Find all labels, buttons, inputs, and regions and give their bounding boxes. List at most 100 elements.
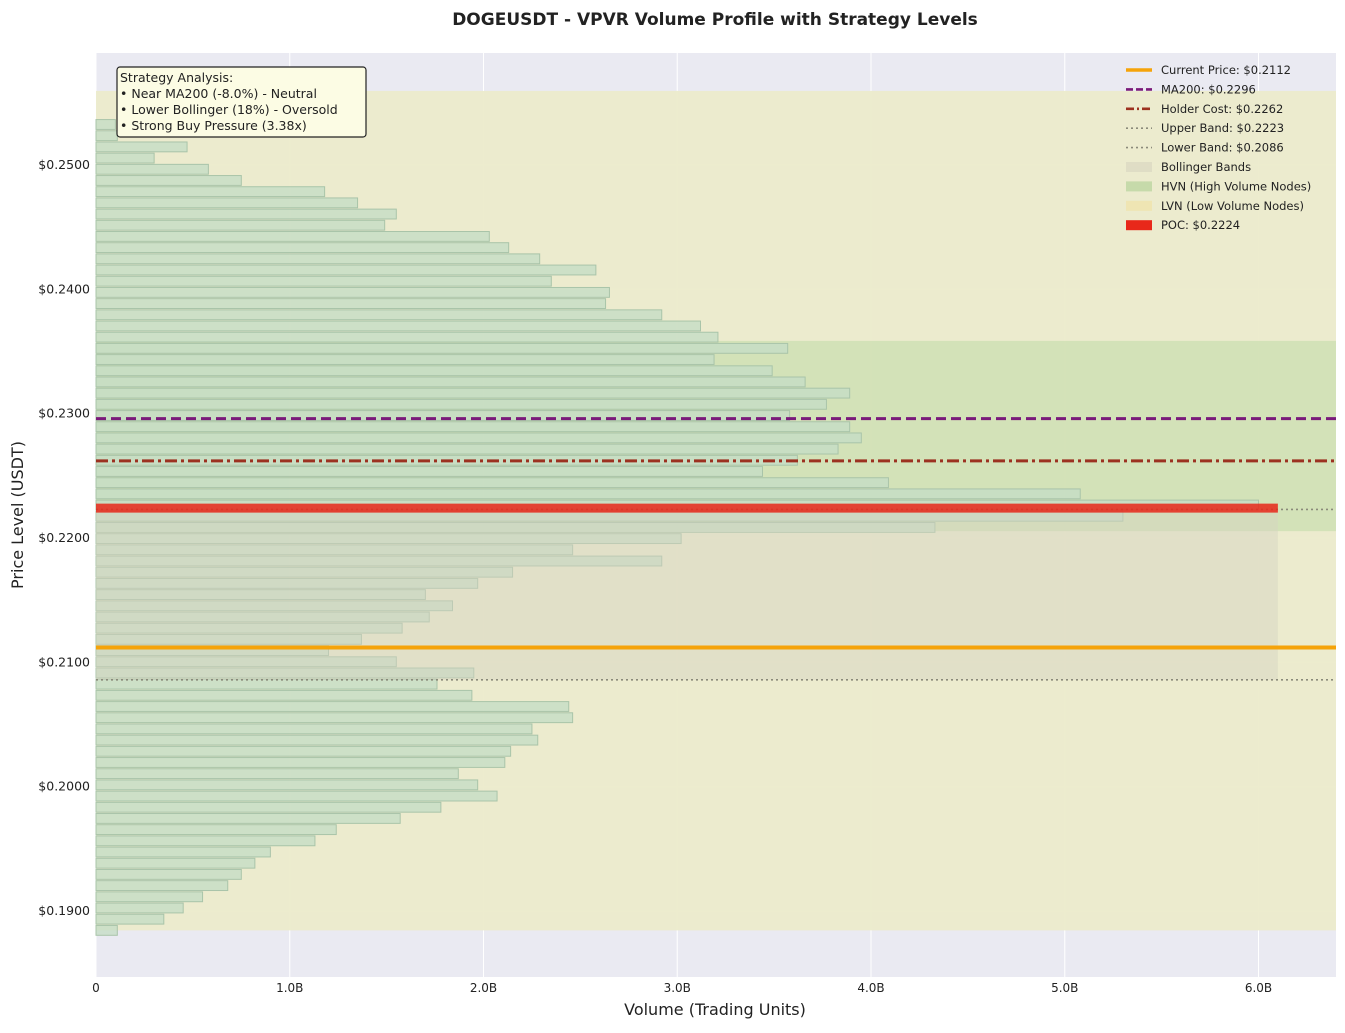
volume-bar — [95, 566, 514, 578]
bollinger-band-region — [96, 509, 1278, 680]
legend: Current Price: $0.2112 MA200: $0.2296 Hold… — [1126, 63, 1311, 232]
volume-bar — [95, 175, 242, 186]
volume-bar — [95, 253, 541, 265]
volume-bar — [95, 846, 271, 858]
annotation-line: • Strong Buy Pressure (3.38x) — [120, 118, 307, 133]
volume-bar — [95, 577, 479, 589]
volume-bar — [95, 656, 397, 668]
volume-bar — [95, 410, 791, 421]
y-tick-label: $0.2500 — [38, 157, 90, 172]
y-tick-label: $0.2400 — [38, 281, 90, 296]
x-tick-label: 2.0B — [470, 981, 497, 995]
volume-bar — [95, 678, 438, 690]
annotation-line: • Near MA200 (-8.0%) - Neutral — [120, 86, 317, 101]
volume-bar — [95, 186, 326, 198]
volume-bar — [95, 432, 862, 444]
annotation-frame — [116, 66, 367, 138]
y-axis-label: Price Level (USDT) — [8, 441, 27, 589]
legend-swatch — [1126, 220, 1152, 231]
volume-bar — [95, 622, 403, 634]
x-tick-label: 0 — [92, 981, 100, 995]
volume-bar — [95, 723, 533, 735]
volume-bar — [95, 589, 426, 601]
volume-bar — [95, 633, 362, 645]
volume-bar — [95, 141, 188, 153]
volume-bar — [95, 421, 851, 433]
volume-bar — [95, 555, 663, 567]
legend-label: LVN (Low Volume Nodes) — [1161, 199, 1304, 213]
volume-bar — [95, 544, 574, 556]
annotation-line: • Lower Bollinger (18%) - Oversold — [120, 102, 338, 117]
volume-bar — [95, 354, 715, 365]
volume-bar — [95, 913, 165, 925]
volume-bar — [95, 286, 610, 298]
y-tick-label: $0.2000 — [38, 779, 90, 794]
legend-label: POC: $0.2224 — [1161, 218, 1240, 232]
volume-bar — [95, 745, 512, 757]
volume-bar — [95, 331, 719, 343]
volume-bar — [95, 768, 459, 780]
volume-bar — [95, 779, 479, 791]
volume-bar — [95, 835, 316, 847]
volume-bar — [95, 712, 574, 724]
volume-bar — [95, 801, 442, 813]
volume-bar — [95, 275, 552, 287]
y-tick-label: $0.1900 — [38, 903, 90, 918]
volume-bar — [95, 365, 773, 377]
x-axis-ticks: 0 1.0B 2.0B 3.0B 4.0B 5.0B 6.0B — [92, 981, 1272, 995]
volume-bar — [95, 891, 204, 903]
x-tick-label: 1.0B — [276, 981, 303, 995]
volume-bar — [95, 813, 401, 824]
volume-bar — [95, 163, 209, 175]
volume-bar — [95, 376, 806, 388]
volume-bar — [95, 600, 453, 612]
volume-bar — [95, 868, 242, 880]
y-axis-ticks: $0.1900 $0.2000 $0.2100 $0.2200 $0.2300 $0.24… — [38, 157, 90, 918]
volume-bar — [95, 130, 118, 142]
legend-label: Holder Cost: $0.2262 — [1161, 102, 1283, 116]
volume-bar — [95, 309, 663, 321]
volume-bar — [95, 902, 184, 914]
x-tick-label: 6.0B — [1245, 981, 1272, 995]
volume-bar — [95, 790, 498, 802]
chart-title: DOGEUSDT - VPVR Volume Profile with Stra… — [452, 10, 978, 30]
volume-bar — [95, 320, 701, 332]
volume-bar — [95, 689, 473, 701]
y-tick-label: $0.2100 — [38, 654, 90, 669]
strategy-levels — [96, 417, 1336, 681]
y-tick-label: $0.2300 — [38, 406, 90, 421]
bollinger-band-fill — [96, 509, 1278, 680]
x-tick-label: 4.0B — [857, 981, 884, 995]
volume-bar — [95, 219, 386, 231]
volume-bar — [95, 924, 118, 936]
volume-bar — [95, 734, 539, 746]
legend-label: HVN (High Volume Nodes) — [1161, 179, 1311, 193]
legend-label: Lower Band: $0.2086 — [1161, 141, 1284, 155]
legend-swatch — [1126, 181, 1152, 192]
volume-bar — [95, 667, 475, 679]
volume-bar — [95, 342, 789, 354]
volume-bar — [95, 264, 597, 276]
volume-bar — [95, 197, 359, 209]
volume-bars — [95, 119, 1259, 936]
legend-label: Upper Band: $0.2223 — [1161, 121, 1284, 135]
volume-bar — [95, 119, 116, 130]
volume-bar — [95, 757, 506, 768]
x-axis-label: Volume (Trading Units) — [624, 1000, 806, 1019]
annotation-line: Strategy Analysis: — [120, 70, 233, 85]
legend-label: MA200: $0.2296 — [1161, 82, 1256, 96]
volume-bar — [95, 298, 607, 310]
strategy-analysis-box: Strategy Analysis:• Near MA200 (-8.0%) -… — [116, 66, 367, 138]
volume-bar — [95, 387, 851, 399]
volume-bar — [95, 208, 397, 220]
volume-bar — [95, 152, 155, 164]
volume-bar — [95, 488, 1081, 500]
volume-bar — [95, 443, 839, 455]
legend-label: Current Price: $0.2112 — [1161, 63, 1291, 77]
volume-bar — [95, 611, 430, 623]
volume-bar — [95, 701, 570, 712]
legend-swatch — [1126, 200, 1152, 211]
volume-bar — [95, 880, 229, 892]
